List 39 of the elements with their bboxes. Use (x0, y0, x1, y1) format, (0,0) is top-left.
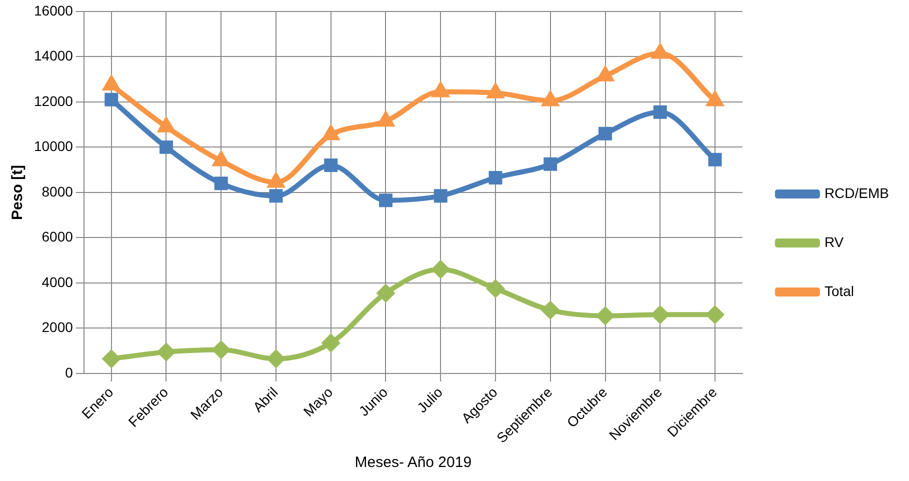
legend-label: RV (824, 234, 844, 250)
y-tick-label: 2000 (42, 319, 74, 336)
point (214, 176, 228, 190)
point (379, 194, 392, 208)
point (377, 284, 394, 302)
x-tick-label: Julio (414, 384, 446, 416)
y-axis-title: Peso [t] (9, 164, 26, 220)
point (542, 302, 559, 319)
point (652, 306, 669, 324)
y-tick-label: 4000 (42, 274, 74, 290)
point (487, 280, 504, 298)
y-tick-label: 10000 (34, 138, 74, 154)
y-tick-label: 6000 (42, 228, 74, 245)
point (653, 105, 667, 119)
y-tick-label: 8000 (42, 183, 74, 200)
legend-label: RCD/EMB (824, 184, 890, 201)
point (322, 334, 340, 352)
point (104, 92, 118, 106)
point (706, 306, 724, 324)
y-tick-label: 14000 (34, 48, 74, 64)
point (324, 158, 338, 172)
y-tick-label: 0 (65, 364, 74, 380)
legend-label: Total (824, 282, 854, 299)
x-axis-title: Meses- Año 2019 (354, 454, 472, 472)
point (158, 344, 175, 360)
point (267, 350, 284, 368)
point (596, 307, 614, 324)
point (432, 260, 450, 278)
point (160, 140, 173, 154)
point (269, 189, 283, 203)
point (544, 157, 558, 171)
point (708, 152, 722, 166)
point (212, 341, 230, 358)
point (488, 170, 502, 184)
y-tick-label: 12000 (34, 92, 74, 109)
point (102, 350, 120, 368)
point (598, 126, 612, 140)
point (434, 189, 448, 203)
y-tick-label: 16000 (34, 2, 74, 18)
